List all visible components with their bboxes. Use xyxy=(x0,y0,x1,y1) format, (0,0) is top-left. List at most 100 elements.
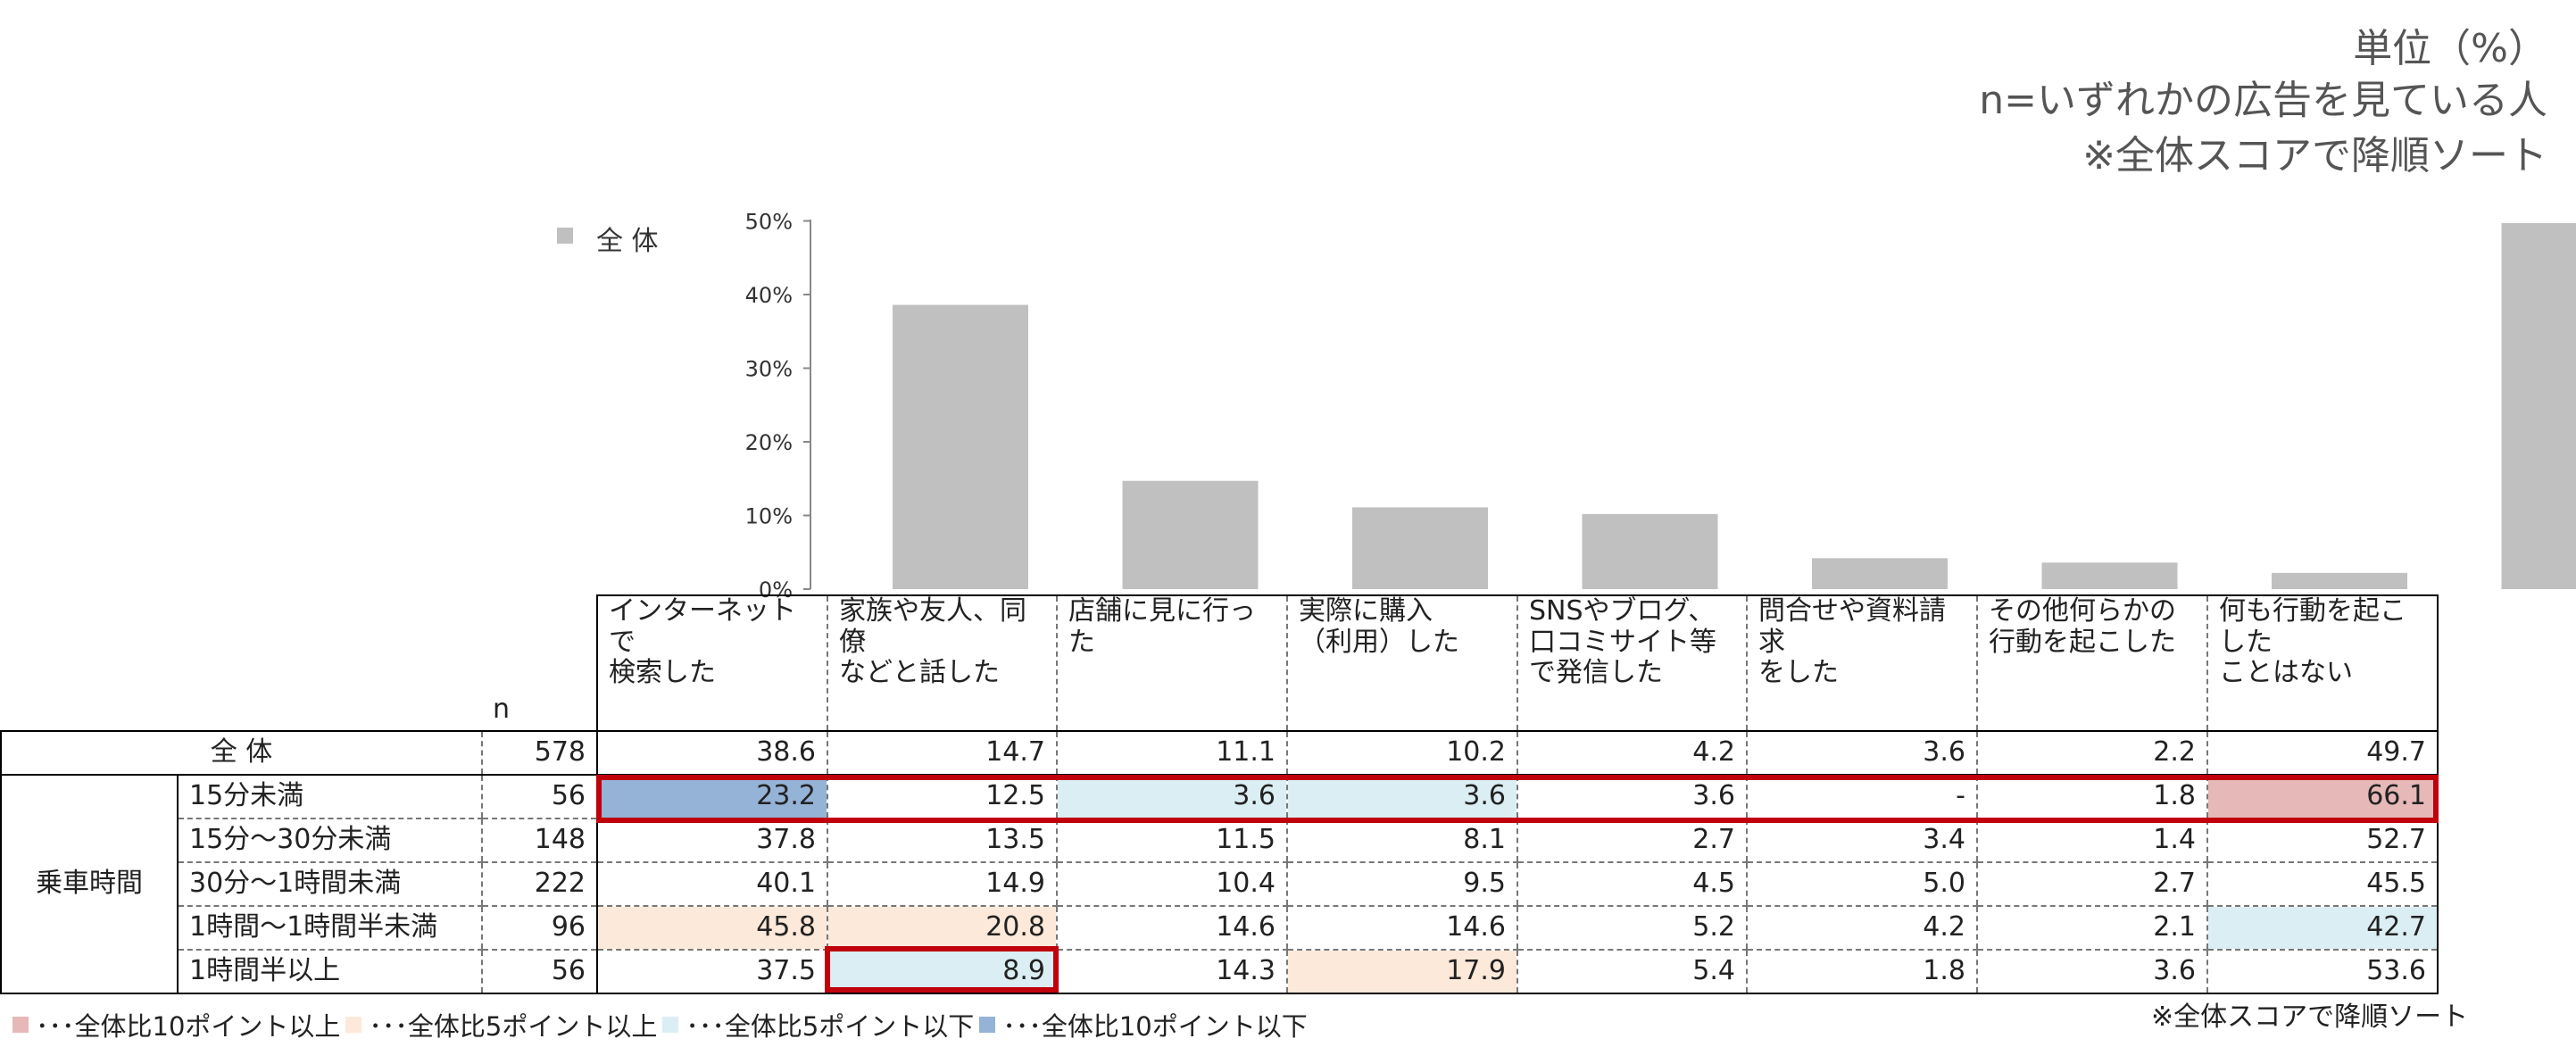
y-tick-label: 40% xyxy=(745,283,793,308)
row-n: 96 xyxy=(481,906,598,951)
row-label: 30分～1時間未満 xyxy=(177,862,482,907)
table-cell: 2.7 xyxy=(1517,818,1747,863)
legend-swatch-minus10 xyxy=(979,1017,996,1033)
table-cell: 5.0 xyxy=(1746,862,1977,907)
bar-chart: 全 体 0%10%20%30%40%50% xyxy=(557,210,2576,602)
legend-swatch-plus10 xyxy=(12,1017,29,1033)
table-cell: 37.8 xyxy=(597,818,827,863)
table-cell: 45.5 xyxy=(2206,862,2439,907)
col-header-3: 実際に購入 （利用）した xyxy=(1286,594,1517,732)
row-n: 56 xyxy=(481,775,598,819)
legend-text: ･･･全体比5ポイント以上 xyxy=(369,1011,658,1042)
header-row: n インターネットで 検索した 家族や友人、同僚 などと話した 店舗に見に行った… xyxy=(1,594,2439,732)
total-label: 全 体 xyxy=(0,730,482,776)
table-cell: 1.8 xyxy=(1746,950,1977,994)
table-cell: 10.4 xyxy=(1056,862,1287,907)
table-cell: 3.4 xyxy=(1746,818,1977,863)
table-cell: 8.1 xyxy=(1286,818,1517,863)
bar xyxy=(2501,222,2576,589)
total-cell: 14.7 xyxy=(827,731,1057,776)
base-note: n=いずれかの広告を見ている人 xyxy=(1979,78,2547,123)
sort-note: ※全体スコアで降順ソート xyxy=(2082,133,2547,179)
bar xyxy=(893,304,1028,589)
group-label: 乗車時間 xyxy=(0,775,178,994)
total-cell: 11.1 xyxy=(1056,731,1287,776)
total-cell: 2.2 xyxy=(1976,731,2207,776)
table-cell: 14.9 xyxy=(827,862,1057,907)
y-tick-label: 30% xyxy=(745,357,793,382)
y-tick-label: 10% xyxy=(745,504,793,529)
col-header-6: その他何らかの 行動を起こした xyxy=(1976,594,2207,732)
table-cell: 14.6 xyxy=(1286,906,1517,951)
table-cell: 40.1 xyxy=(597,862,827,907)
table-cell: 14.6 xyxy=(1056,906,1287,951)
table-cell: 3.6 xyxy=(1517,775,1747,819)
table-cell: 12.5 xyxy=(827,775,1057,819)
col-header-7: 何も行動を起こした ことはない xyxy=(2206,594,2439,732)
table-cell: 37.5 xyxy=(597,950,827,994)
row-n: 56 xyxy=(481,950,598,994)
table-cell: 4.2 xyxy=(1746,906,1977,951)
bottom-sort-note: ※全体スコアで降順ソート xyxy=(2151,1001,2469,1033)
bar xyxy=(2272,572,2407,589)
total-cell: 4.2 xyxy=(1517,731,1747,776)
total-cell: 3.6 xyxy=(1746,731,1977,776)
table-cell: 20.8 xyxy=(827,906,1057,951)
col-header-1: 家族や友人、同僚 などと話した xyxy=(827,594,1057,732)
table-row: 乗車時間 15分未満 56 23.2 12.5 3.6 3.6 3.6-1.8 66.1 xyxy=(0,775,2439,994)
y-tick-label: 50% xyxy=(745,210,793,235)
bar xyxy=(1812,558,1948,589)
bar xyxy=(1122,480,1259,589)
table-cell: 2.1 xyxy=(1976,906,2207,951)
table-cell: 45.8 xyxy=(597,906,827,951)
table-cell: 52.7 xyxy=(2206,818,2439,863)
total-n: 578 xyxy=(481,730,598,776)
table-cell: 17.9 xyxy=(1286,950,1517,994)
bar xyxy=(2041,562,2178,589)
row-label: 1時間半以上 xyxy=(177,950,482,994)
table-cell: - xyxy=(1746,775,1977,819)
row-label: 15分～30分未満 xyxy=(177,818,482,863)
table-cell: 5.2 xyxy=(1517,906,1747,951)
legend-swatch xyxy=(557,228,573,244)
shading-legend: ･･･全体比10ポイント以上 ･･･全体比5ポイント以上 ･･･全体比5ポイント以下… xyxy=(7,1006,1308,1043)
table-cell: 1.4 xyxy=(1976,818,2207,863)
table-cell: 66.1 xyxy=(2206,775,2439,819)
table-cell: 3.6 xyxy=(1976,950,2207,994)
table-cell: 23.2 xyxy=(597,775,827,819)
row-n: 148 xyxy=(481,818,598,863)
legend-text: ･･･全体比10ポイント以上 xyxy=(36,1011,341,1042)
total-cell: 38.6 xyxy=(597,731,827,776)
row-label: 15分未満 xyxy=(177,775,482,819)
n-header: n xyxy=(482,595,598,731)
legend-swatch-minus5 xyxy=(662,1017,679,1033)
bar xyxy=(1352,507,1488,589)
total-cell: 10.2 xyxy=(1286,731,1517,776)
table-cell: 9.5 xyxy=(1286,862,1517,907)
col-header-2: 店舗に見に行った xyxy=(1056,594,1287,732)
col-header-4: SNSやブログ、 口コミサイト等 で発信した xyxy=(1517,594,1747,732)
table-cell: 1.8 xyxy=(1976,775,2207,819)
legend-swatch-plus5 xyxy=(345,1017,362,1033)
legend-text: ･･･全体比10ポイント以下 xyxy=(1002,1011,1308,1042)
table-cell: 3.6 xyxy=(1056,775,1287,819)
legend-label: 全 体 xyxy=(596,226,659,257)
table-row: 1時間～1時間半未満 96 45.8 20.8 14.6 14.6 5.2 4.2 2.1 42.… xyxy=(1,906,2439,951)
bar xyxy=(1582,513,1718,589)
table-cell: 11.5 xyxy=(1056,818,1287,863)
legend-text: ･･･全体比5ポイント以下 xyxy=(686,1011,975,1042)
table-cell: 13.5 xyxy=(827,818,1057,863)
table-cell: 3.6 xyxy=(1286,775,1517,819)
table-cell: 14.3 xyxy=(1056,950,1287,994)
y-tick-label: 20% xyxy=(745,430,793,455)
table-cell: 8.9 xyxy=(827,950,1057,994)
col-header-5: 問合せや資料請求 をした xyxy=(1746,594,1977,732)
table-row: 1時間半以上 56 37.5 8.9 14.3 17.9 5.4 1.8 3.6 53.6 xyxy=(1,950,2439,994)
row-label: 1時間～1時間半未満 xyxy=(177,906,482,951)
table-cell: 53.6 xyxy=(2206,950,2439,994)
crosstab-table: n インターネットで 検索した 家族や友人、同僚 などと話した 店舗に見に行った… xyxy=(0,594,2439,994)
row-n: 222 xyxy=(481,862,598,907)
table-cell: 42.7 xyxy=(2206,906,2439,951)
col-header-0: インターネットで 検索した xyxy=(597,594,827,732)
table-cell: 4.5 xyxy=(1517,862,1747,907)
